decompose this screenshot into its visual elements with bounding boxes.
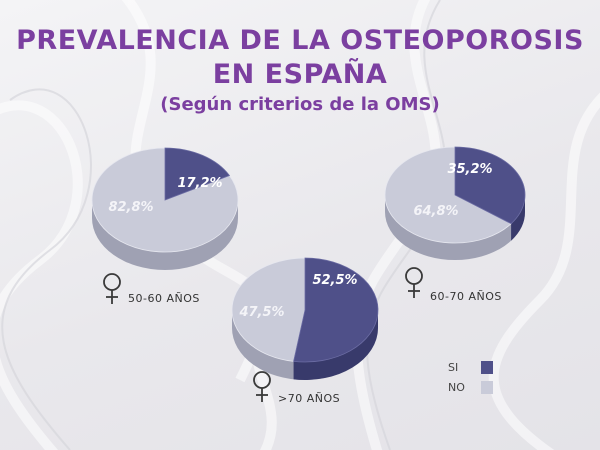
pie-value-label-no: 82,8% [108, 200, 153, 215]
pie-slice-no [231, 257, 306, 362]
pie-slice-si [164, 147, 231, 201]
pie-slice-no [384, 146, 512, 244]
pie-value-label-si: 52,5% [312, 273, 357, 288]
pie-value-label-si: 35,2% [447, 162, 492, 177]
legend-label-si: SI [448, 361, 458, 374]
pie-value-label-no: 64,8% [413, 204, 458, 219]
female-icon [405, 267, 423, 298]
pie-chart-60-70: 35,2% 64,8% [384, 146, 526, 260]
pie-chart-50-60: 17,2% 82,8% [91, 147, 239, 270]
legend-swatch-si [481, 361, 493, 374]
legend: SI NO [448, 361, 493, 394]
pie-side-no [385, 195, 525, 260]
age-label-over-70: >70 AÑOS [278, 392, 340, 405]
legend-swatch-no [481, 381, 493, 394]
pie-slice-no [91, 147, 239, 253]
title-block: PREVALENCIA DE LA OSTEOPOROSIS EN ESPAÑA… [0, 24, 600, 118]
pie-value-label-no: 47,5% [238, 305, 284, 320]
page-title-line1: PREVALENCIA DE LA OSTEOPOROSIS [16, 25, 584, 56]
pie-side-si [293, 310, 378, 380]
age-label-60-70: 60-70 AÑOS [430, 290, 502, 303]
legend-label-no: NO [448, 381, 465, 394]
pie-slice-si [293, 257, 379, 363]
pie-slice-si [454, 146, 526, 225]
age-label-50-60: 50-60 AÑOS [128, 292, 200, 305]
pie-value-label-si: 17,2% [177, 176, 222, 191]
page-title-line2: EN ESPAÑA [212, 59, 388, 90]
female-icon [103, 273, 121, 304]
page-subtitle: (Según criterios de la OMS) [160, 94, 440, 115]
pie-side-si [511, 195, 525, 241]
pie-chart-over-70: 52,5% 47,5% [231, 257, 379, 380]
pie-side-no [92, 200, 238, 270]
female-icon [253, 371, 271, 402]
